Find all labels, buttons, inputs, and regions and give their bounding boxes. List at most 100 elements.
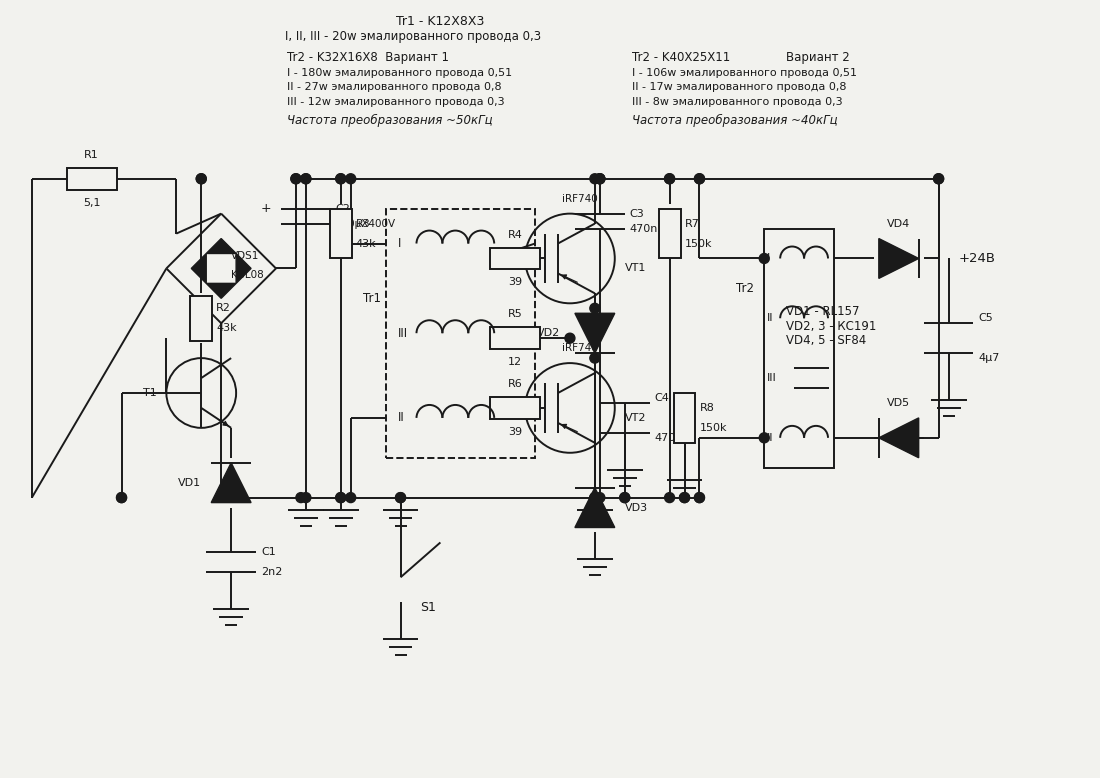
Text: VD5: VD5 (888, 398, 911, 408)
Bar (764, 229, 834, 468)
Polygon shape (206, 239, 236, 254)
Text: Tr2 - K40X25X11: Tr2 - K40X25X11 (632, 51, 730, 64)
Circle shape (117, 492, 126, 503)
Bar (190, 296, 212, 341)
Polygon shape (879, 239, 918, 279)
Bar (491, 247, 540, 269)
Circle shape (694, 492, 704, 503)
Circle shape (345, 173, 355, 184)
Text: III: III (767, 373, 777, 383)
Text: VD3: VD3 (625, 503, 648, 513)
Text: S1: S1 (420, 601, 437, 614)
Text: 4μ7: 4μ7 (979, 353, 1000, 363)
Text: III - 8w эмалированного провода 0,3: III - 8w эмалированного провода 0,3 (632, 97, 843, 107)
Text: II - 27w эмалированного провода 0,8: II - 27w эмалированного провода 0,8 (287, 82, 502, 93)
Circle shape (196, 173, 206, 184)
Circle shape (664, 492, 674, 503)
Text: VT2: VT2 (625, 413, 646, 423)
Circle shape (336, 173, 345, 184)
Text: KBL08: KBL08 (231, 271, 264, 280)
Text: 150k: 150k (700, 423, 727, 433)
Text: Tr1: Tr1 (363, 292, 381, 305)
Circle shape (336, 492, 345, 503)
Text: I: I (397, 237, 400, 250)
Circle shape (595, 492, 605, 503)
Text: Частота преобразования ~40кГц: Частота преобразования ~40кГц (632, 114, 838, 127)
Text: 2n2: 2n2 (261, 567, 283, 577)
Circle shape (117, 492, 126, 503)
Circle shape (934, 173, 944, 184)
Circle shape (590, 353, 600, 363)
Text: C4: C4 (654, 393, 670, 403)
Text: Tr1 - K12X8X3: Tr1 - K12X8X3 (396, 15, 485, 28)
Circle shape (595, 173, 605, 184)
Text: VD4: VD4 (887, 219, 911, 229)
Polygon shape (575, 488, 615, 527)
Text: I - 180w эмалированного провода 0,51: I - 180w эмалированного провода 0,51 (287, 68, 513, 78)
Text: III: III (397, 327, 408, 340)
Text: R6: R6 (508, 379, 522, 389)
Text: iRF740: iRF740 (562, 343, 597, 353)
Text: 43k: 43k (217, 323, 236, 333)
Text: R5: R5 (508, 309, 522, 319)
Bar (386, 209, 535, 457)
Circle shape (595, 173, 605, 184)
Text: 100μX400V: 100μX400V (336, 219, 396, 229)
Text: III - 12w эмалированного провода 0,3: III - 12w эмалированного провода 0,3 (287, 97, 505, 107)
Bar (491, 328, 540, 349)
Circle shape (396, 492, 406, 503)
Circle shape (590, 492, 600, 503)
Text: VD1: VD1 (178, 478, 201, 488)
Text: C3: C3 (629, 209, 645, 219)
Circle shape (336, 492, 345, 503)
Text: 150k: 150k (684, 239, 712, 248)
Circle shape (664, 173, 674, 184)
Text: II: II (397, 412, 405, 424)
Text: VD2: VD2 (537, 328, 560, 338)
Circle shape (590, 303, 600, 314)
Polygon shape (236, 254, 251, 283)
Circle shape (694, 173, 704, 184)
Text: II: II (767, 433, 773, 443)
Circle shape (565, 333, 575, 343)
Circle shape (290, 173, 301, 184)
Circle shape (590, 492, 600, 503)
Text: 470n: 470n (654, 433, 683, 443)
Circle shape (290, 173, 301, 184)
Circle shape (664, 173, 674, 184)
Text: VT1: VT1 (625, 264, 646, 273)
Circle shape (196, 173, 206, 184)
Polygon shape (206, 283, 236, 298)
Polygon shape (211, 463, 251, 503)
Text: I, II, III - 20w эмалированного провода 0,3: I, II, III - 20w эмалированного провода … (285, 30, 541, 43)
Text: R8: R8 (700, 403, 714, 413)
Text: +: + (261, 202, 271, 216)
Text: R3: R3 (355, 219, 371, 229)
Text: iRF740: iRF740 (562, 194, 597, 204)
Circle shape (301, 173, 311, 184)
Text: II - 17w эмалированного провода 0,8: II - 17w эмалированного провода 0,8 (632, 82, 847, 93)
Circle shape (694, 173, 704, 184)
Text: 470n: 470n (629, 223, 658, 233)
Text: 5,1: 5,1 (82, 198, 100, 208)
Bar (491, 397, 540, 419)
Circle shape (694, 492, 704, 503)
Bar (659, 209, 681, 258)
Text: I: I (767, 254, 770, 264)
Bar (67, 168, 117, 190)
Circle shape (595, 173, 605, 184)
Circle shape (296, 492, 306, 503)
Text: Вариант 2: Вариант 2 (785, 51, 849, 64)
Circle shape (759, 254, 769, 264)
Text: R1: R1 (85, 150, 99, 159)
Text: Частота преобразования ~50кГц: Частота преобразования ~50кГц (287, 114, 493, 127)
Polygon shape (879, 418, 918, 457)
Text: T1: T1 (143, 388, 156, 398)
Circle shape (590, 492, 600, 503)
Circle shape (619, 492, 629, 503)
Circle shape (336, 173, 345, 184)
Circle shape (301, 492, 311, 503)
Text: I - 106w эмалированного провода 0,51: I - 106w эмалированного провода 0,51 (632, 68, 857, 78)
Text: VDS1: VDS1 (231, 251, 260, 261)
Circle shape (301, 173, 311, 184)
